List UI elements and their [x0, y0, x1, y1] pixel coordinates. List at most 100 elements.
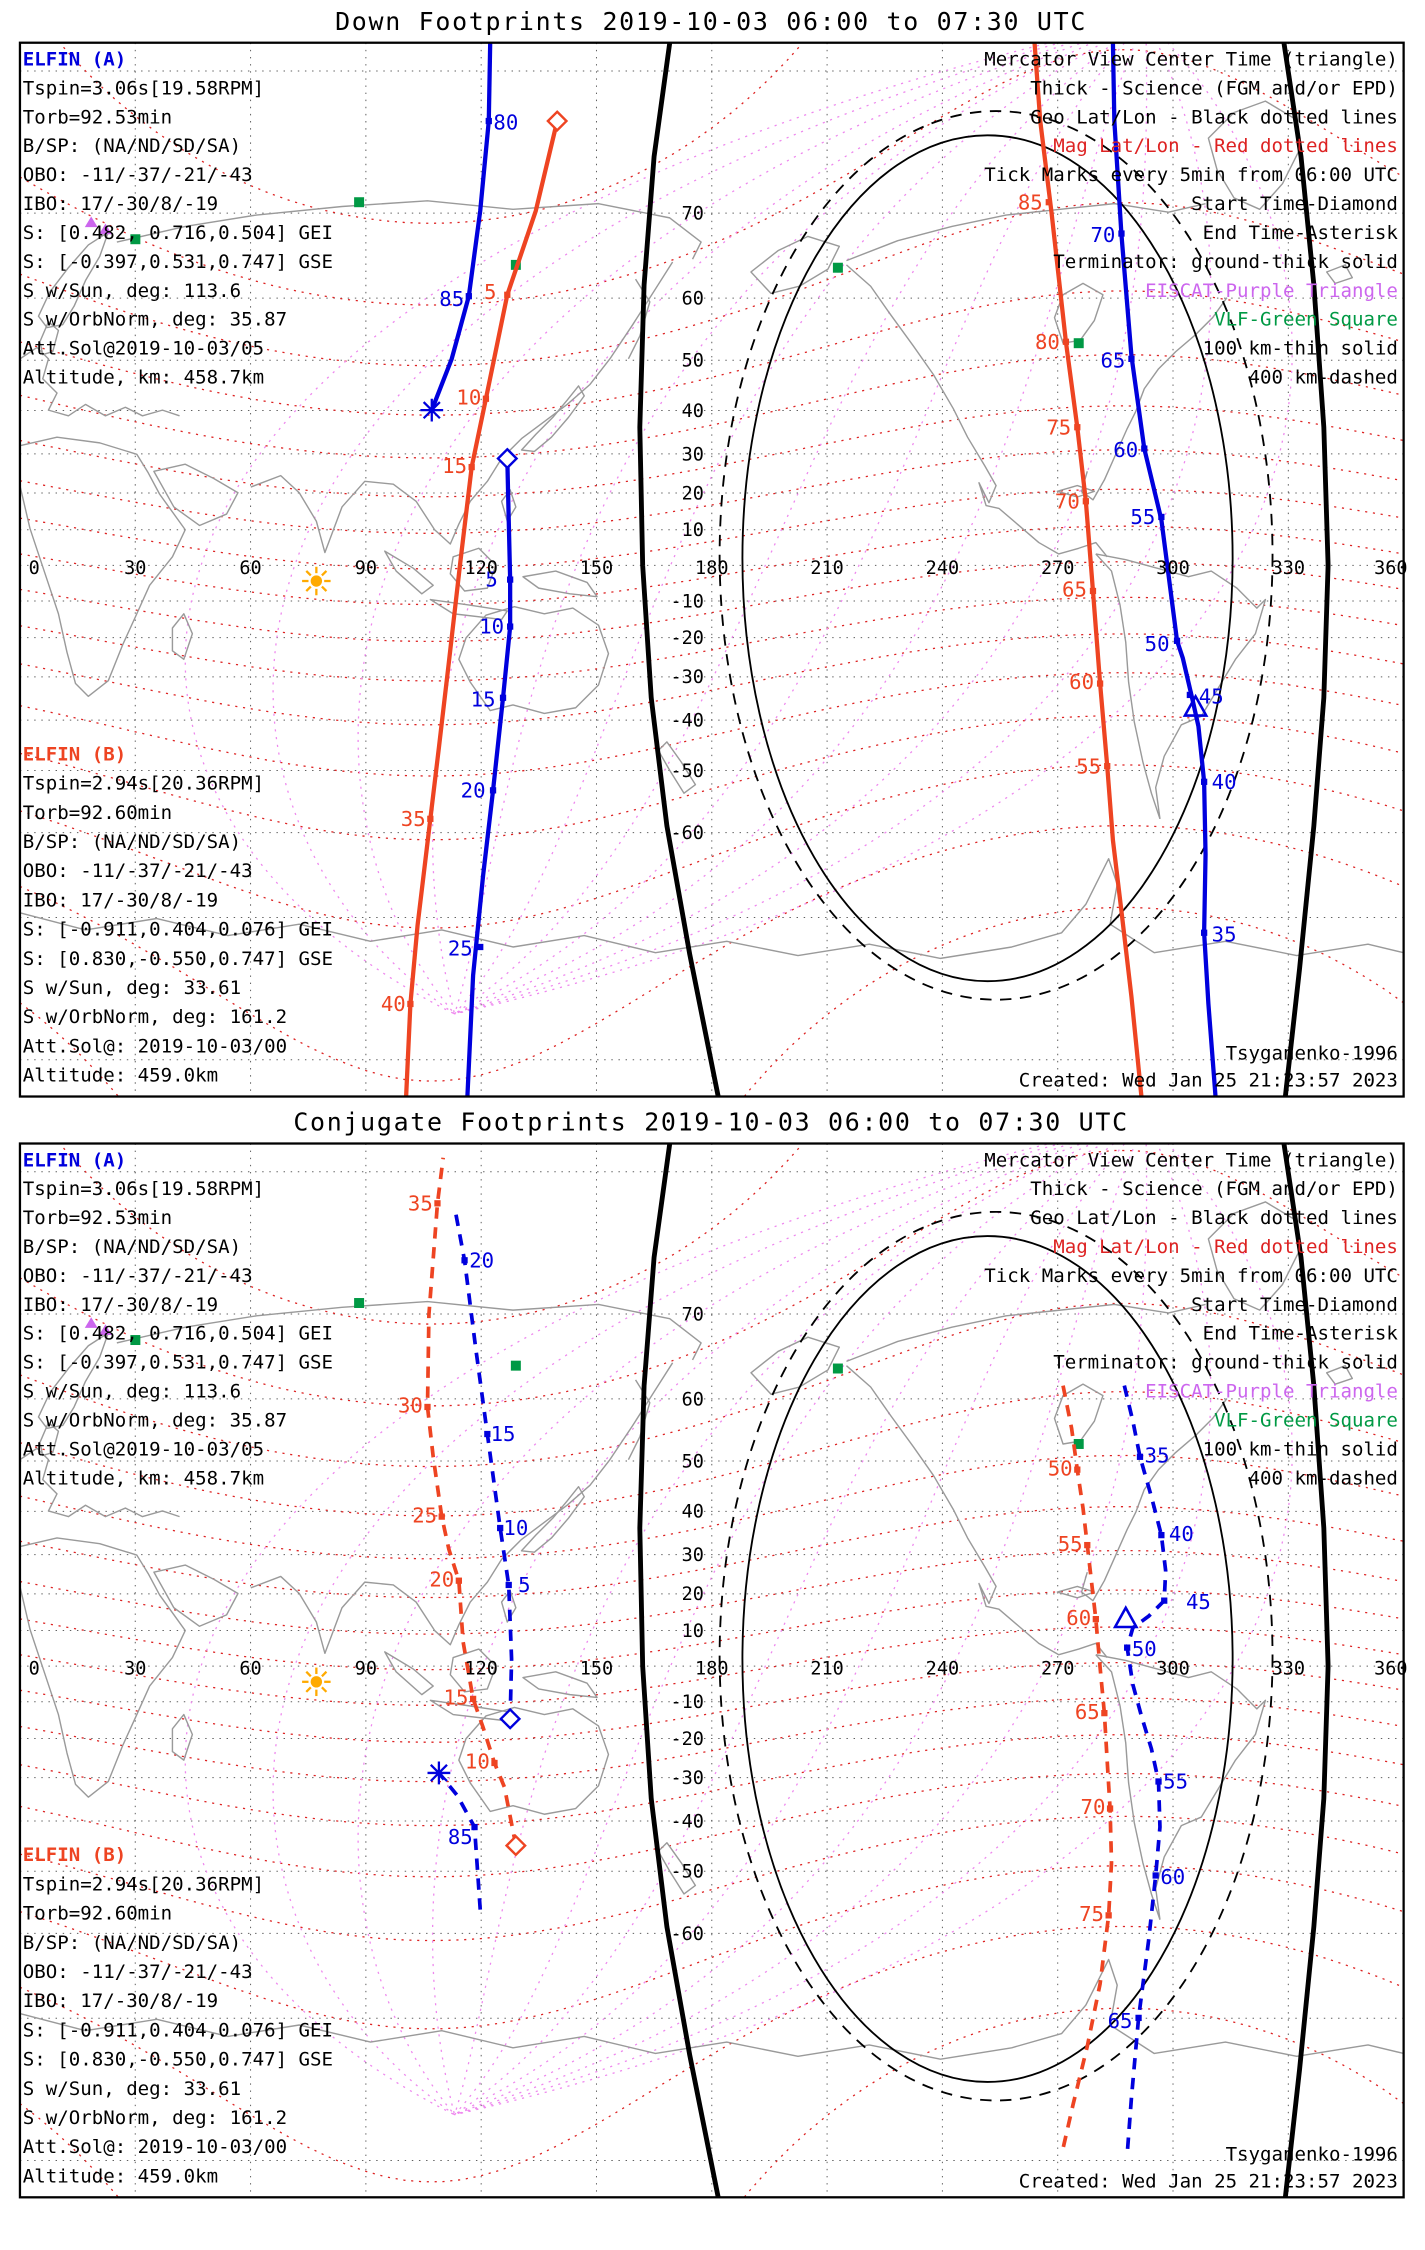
elfin-b-info-line: S: [0.830,-0.550,0.747] GSE — [23, 948, 333, 970]
legend-line: Tick Marks every 5min from 06:00 UTC — [984, 1265, 1398, 1287]
elfin-b-info-line: S w/OrbNorm, deg: 161.2 — [23, 2107, 287, 2129]
mag-lat-gridline — [19, 405, 1404, 498]
minute-tick-mark — [507, 623, 514, 630]
mag-lat-gridline — [19, 1865, 1404, 2030]
minute-tick-label: 85 — [439, 287, 464, 311]
coastline — [846, 202, 1206, 262]
coastline — [37, 231, 110, 329]
minute-tick-label: 55 — [1130, 505, 1155, 529]
coastline — [1207, 1201, 1301, 1311]
elfin-b-conjugate-path — [1059, 1385, 1114, 2156]
minute-tick-mark — [469, 1695, 477, 1703]
lat-axis-label: 10 — [682, 520, 704, 541]
lat-axis-label: -30 — [671, 1768, 704, 1789]
lat-axis-label: 10 — [682, 1621, 704, 1642]
legend-line: Mag Lat/Lon - Red dotted lines — [1053, 135, 1398, 157]
minute-tick-mark — [1200, 929, 1208, 936]
minute-tick-label: 75 — [1079, 1902, 1104, 1926]
legend-line: 100 km-thin solid — [1203, 1438, 1398, 1460]
legend-line: Mercator View Center Time (triangle) — [984, 1149, 1398, 1171]
sun-ray — [321, 585, 328, 592]
mag-lat-gridline — [19, 354, 1404, 459]
minute-tick-mark — [497, 1524, 504, 1532]
vlf-station-square — [832, 262, 843, 273]
vlf-station-square — [130, 1335, 141, 1346]
minute-tick-mark — [1074, 1466, 1081, 1473]
elfin-b-info-line: B/SP: (NA/ND/SD/SA) — [23, 831, 241, 853]
model-credit: Tsyganenko-1996 — [1226, 1042, 1398, 1064]
sun-ray — [321, 1686, 328, 1693]
elfin-b-info-line: S: [-0.911,0.404,0.076] GEI — [23, 2019, 333, 2041]
coastline — [458, 605, 610, 715]
mag-lat-gridline — [19, 1454, 1404, 1560]
elfin-a-info-line: S w/OrbNorm, deg: 35.87 — [23, 309, 287, 331]
mag-lat-gridline — [58, 1143, 804, 1325]
minute-tick-mark — [1155, 1778, 1162, 1785]
map-border — [18, 1142, 1405, 2199]
legend-line: Thick - Science (FGM and/or EPD) — [1030, 1178, 1398, 1200]
lon-axis-label: 240 — [926, 558, 959, 579]
coastline — [449, 547, 497, 592]
minute-tick-label: 65 — [1108, 2009, 1133, 2033]
coastline — [1080, 297, 1228, 501]
minute-tick-mark — [491, 1759, 498, 1767]
lat-axis-label: 40 — [682, 1502, 704, 1523]
coastline — [1207, 100, 1301, 211]
minute-tick-label: 75 — [1046, 415, 1071, 439]
vlf-station-square — [354, 197, 365, 208]
minute-tick-mark — [1152, 1872, 1159, 1879]
minute-tick-mark — [1101, 1710, 1108, 1717]
lon-axis-label: 60 — [239, 1659, 261, 1680]
coastline — [458, 1706, 610, 1815]
lon-axis-label: 90 — [355, 1659, 377, 1680]
eiscat-triangle — [99, 223, 112, 235]
coastline — [845, 1365, 1108, 1659]
lon-axis-label: 0 — [29, 558, 40, 579]
terminator-ground — [1281, 42, 1331, 1097]
panel-title-down: Down Footprints 2019-10-03 06:00 to 07:3… — [335, 7, 1087, 36]
coastline — [1095, 553, 1267, 819]
coastline — [19, 857, 1404, 960]
coastline — [116, 1300, 702, 1361]
minute-tick-mark — [484, 1430, 491, 1438]
minute-tick-mark — [1158, 513, 1165, 521]
minute-tick-mark — [1136, 1453, 1144, 1460]
coastline — [522, 570, 598, 598]
coastline — [19, 1958, 1404, 2060]
vlf-station-square — [130, 234, 141, 245]
mag-lat-gridline — [19, 1550, 1404, 1635]
elfin-a-info-line: S: [-0.397,0.531,0.747] GSE — [23, 251, 333, 273]
legend-line: EISCAT-Purple Triangle — [1145, 1381, 1398, 1403]
minute-tick-label: 15 — [491, 1422, 516, 1446]
lon-axis-label: 300 — [1156, 1659, 1189, 1680]
coastline — [1053, 282, 1104, 344]
end-time-asterisk — [420, 398, 444, 422]
coastline — [1095, 1654, 1267, 1920]
elfin-b-title: ELFIN (B) — [23, 743, 126, 765]
minute-tick-label: 55 — [1058, 1532, 1083, 1556]
minute-tick-mark — [434, 1200, 441, 1207]
minute-tick-mark — [1118, 230, 1125, 237]
minute-tick-mark — [427, 815, 434, 822]
coastline — [845, 264, 1108, 558]
elfin-a-footprint-path — [1110, 42, 1218, 1097]
coastline — [520, 385, 585, 453]
elfin-b-info-line: Torb=92.60min — [23, 802, 172, 824]
minute-tick-label: 30 — [398, 1394, 423, 1418]
terminator-ground — [637, 1143, 721, 2198]
lat-axis-label: -20 — [671, 628, 704, 649]
coastline — [116, 200, 702, 260]
coastline — [39, 321, 60, 356]
elfin-b-info-line: OBO: -11/-37/-21/-43 — [23, 860, 253, 882]
minute-tick-mark — [1158, 1531, 1165, 1539]
lon-axis-label: 360 — [1374, 558, 1407, 579]
lon-axis-label: 30 — [124, 1659, 146, 1680]
minute-tick-label: 70 — [1055, 489, 1080, 513]
minute-tick-mark — [1096, 680, 1104, 687]
legend-line: EISCAT-Purple Triangle — [1145, 280, 1398, 302]
minute-tick-label: 10 — [465, 1750, 490, 1774]
minute-tick-label: 50 — [1048, 1456, 1073, 1480]
created-credit: Created: Wed Jan 25 21:23:57 2023 — [1019, 1070, 1398, 1092]
coastline — [750, 235, 841, 295]
